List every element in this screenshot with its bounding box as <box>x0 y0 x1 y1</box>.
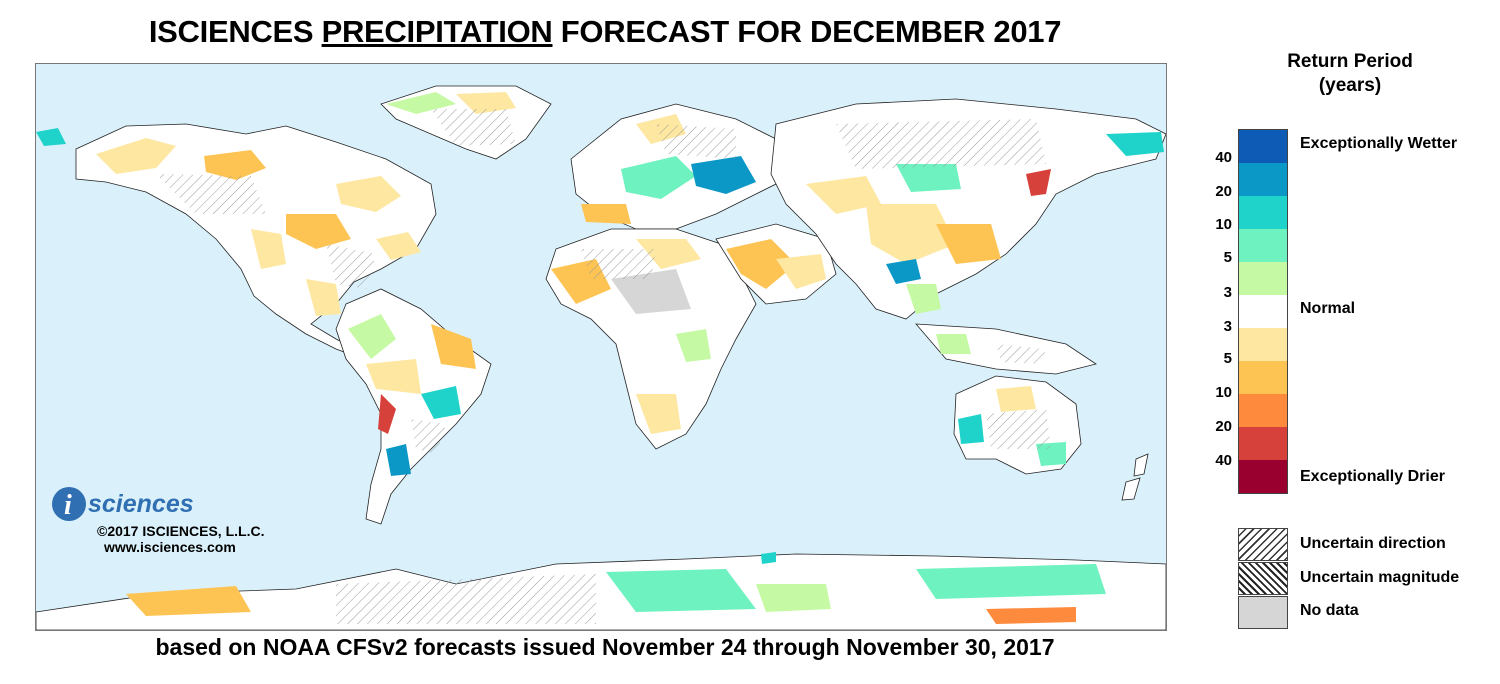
legend-title-line-1: Return Period <box>1287 51 1413 72</box>
colorbar-swatch-2 <box>1239 196 1287 229</box>
colorbar-swatch-0 <box>1239 130 1287 163</box>
tick-wet-3: 3 <box>1223 284 1232 301</box>
colorbar-swatch-10 <box>1239 460 1287 493</box>
colorbar-swatch-1 <box>1239 163 1287 196</box>
southeast-asia <box>915 323 1097 375</box>
asia <box>770 98 1166 320</box>
uncertain-direction-swatch <box>1238 528 1288 561</box>
no-data-swatch <box>1238 596 1288 629</box>
isciences-logo: i sciences <box>52 487 194 521</box>
exceptionally-drier-label: Exceptionally Drier <box>1300 468 1445 485</box>
greenland <box>380 85 552 160</box>
uncertain-magnitude-swatch <box>1238 562 1288 595</box>
copyright-text: ©2017 ISCIENCES, L.L.C. <box>97 523 265 539</box>
australia <box>953 375 1082 475</box>
uncertain-direction-label: Uncertain direction <box>1300 535 1446 552</box>
tick-wet-20: 20 <box>1215 183 1232 200</box>
map-canvas <box>36 85 1166 630</box>
tick-dry-5: 5 <box>1223 350 1232 367</box>
middle-east <box>715 223 837 305</box>
tick-dry-10: 10 <box>1215 384 1232 401</box>
colorbar-swatch-3 <box>1239 229 1287 262</box>
colorbar-swatch-6 <box>1239 328 1287 361</box>
exceptionally-wetter-label: Exceptionally Wetter <box>1300 135 1458 152</box>
africa <box>545 228 757 450</box>
tick-wet-10: 10 <box>1215 216 1232 233</box>
forecast-source-note: based on NOAA CFSv2 forecasts issued Nov… <box>155 634 1055 660</box>
title-part-1: ISCIENCES <box>148 14 322 49</box>
tick-wet-40: 40 <box>1215 149 1232 166</box>
tick-dry-3: 3 <box>1223 318 1232 335</box>
title-underlined-word: PRECIPITATION <box>321 14 553 49</box>
return-period-colorbar <box>1238 129 1288 494</box>
uncertain-magnitude-label: Uncertain magnitude <box>1300 569 1460 586</box>
tick-wet-5: 5 <box>1223 249 1232 266</box>
south-america <box>335 288 492 525</box>
isciences-branding: i sciences ©2017 ISCIENCES, L.L.C. www.i… <box>50 485 300 555</box>
website-link[interactable]: www.isciences.com <box>104 539 236 555</box>
logo-letter: i <box>64 490 72 521</box>
tick-dry-40: 40 <box>1215 452 1232 469</box>
colorbar-swatch-5 <box>1239 295 1287 328</box>
colorbar-swatch-4 <box>1239 262 1287 295</box>
logo-wordmark: sciences <box>88 490 194 518</box>
map-title: ISCIENCES PRECIPITATION FORECAST FOR DEC… <box>40 14 1170 50</box>
colorbar-swatch-8 <box>1239 394 1287 427</box>
title-part-2: FORECAST FOR DECEMBER 2017 <box>552 14 1062 49</box>
no-data-label: No data <box>1300 602 1359 619</box>
colorbar-swatch-7 <box>1239 361 1287 394</box>
legend-title-line-2: (years) <box>1318 75 1382 96</box>
north-america <box>36 123 437 365</box>
legend-title: Return Period (years) <box>1240 50 1460 98</box>
new-zealand <box>1121 453 1149 501</box>
colorbar-swatch-9 <box>1239 427 1287 460</box>
tick-dry-20: 20 <box>1215 418 1232 435</box>
world-precipitation-map[interactable] <box>35 63 1167 631</box>
europe <box>570 103 797 230</box>
antarctica <box>36 552 1166 630</box>
normal-label: Normal <box>1300 300 1356 317</box>
